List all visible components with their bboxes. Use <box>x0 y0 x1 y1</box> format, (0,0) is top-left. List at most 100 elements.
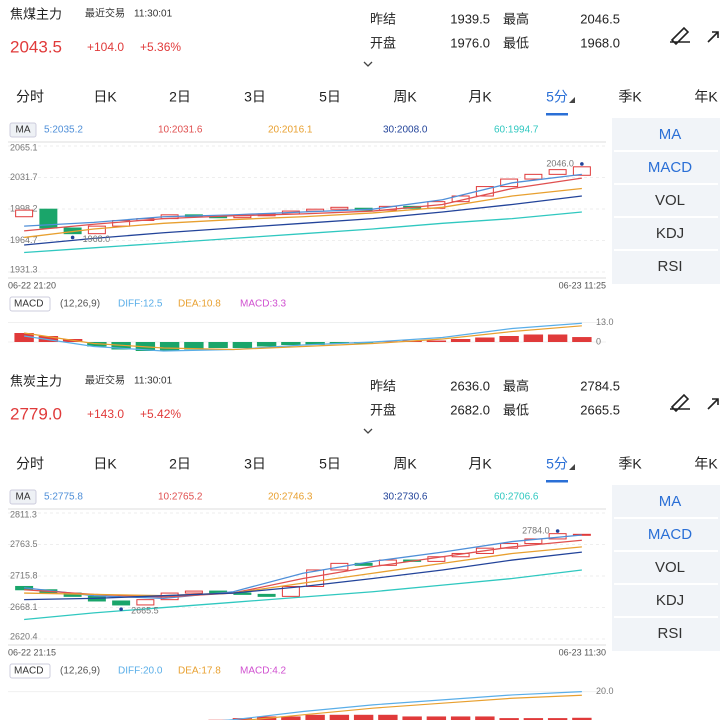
macd-bar <box>305 342 325 345</box>
indicator-option[interactable]: RSI <box>657 625 682 642</box>
period-tab[interactable]: 5日 <box>319 89 341 105</box>
last-trade-time: 11:30:01 <box>134 9 173 20</box>
candle <box>281 585 300 597</box>
indicator-option[interactable]: MACD <box>648 526 692 543</box>
high-label: 2784.0 <box>522 525 550 535</box>
macd-bar <box>329 714 350 720</box>
macd-bar <box>523 718 544 720</box>
period-tab[interactable]: 日K <box>93 456 117 472</box>
y-tick-label: 2668.1 <box>10 602 38 612</box>
period-tab[interactable]: 周K <box>393 456 417 472</box>
y-tick-label: 1998.2 <box>10 203 38 213</box>
period-tab[interactable]: 月K <box>468 456 492 472</box>
macd-bar <box>256 342 277 347</box>
candle <box>233 592 252 595</box>
macd-dea-line <box>24 325 582 351</box>
period-tab[interactable]: 年K <box>694 456 718 472</box>
edit-icon[interactable] <box>670 393 690 413</box>
x-start-label: 06-22 21:20 <box>8 280 56 290</box>
candle <box>524 173 543 180</box>
macd-bar <box>159 342 180 351</box>
candle <box>136 599 155 606</box>
indicator-option[interactable]: VOL <box>655 559 685 576</box>
indicator-option[interactable]: MA <box>659 126 682 143</box>
period-tab[interactable]: 年K <box>694 89 718 105</box>
indicator-option[interactable]: MA <box>659 493 682 510</box>
stat-label: 昨结 <box>370 378 396 393</box>
y-tick-label: 2811.3 <box>10 509 37 519</box>
edit-icon[interactable] <box>670 26 690 46</box>
macd-params: (12,26,9) <box>60 666 100 677</box>
ma-line <box>24 187 582 239</box>
ma-legend: 30:2730.6 <box>383 492 428 503</box>
macd-bar <box>14 333 34 342</box>
stat-label: 最低 <box>503 35 529 50</box>
macd-bar <box>305 714 325 720</box>
macd-bar <box>547 718 568 720</box>
macd-legend: DIFF:12.5 <box>118 299 163 310</box>
period-tab[interactable]: 5分 <box>546 456 568 472</box>
candle <box>572 166 591 176</box>
ma-legend: 60:2706.6 <box>494 492 539 503</box>
change: +104.0 <box>87 40 124 54</box>
low-marker <box>119 607 123 612</box>
expand-icon[interactable] <box>707 398 719 410</box>
macd-bar <box>353 714 374 720</box>
period-tab[interactable]: 周K <box>393 89 417 105</box>
macd-bar <box>38 336 59 342</box>
period-tab[interactable]: 3日 <box>244 89 266 105</box>
period-tab[interactable]: 月K <box>468 89 492 105</box>
macd-bar <box>450 339 471 342</box>
candle <box>112 600 131 606</box>
macd-tag <box>9 296 51 312</box>
ma-line <box>24 534 582 599</box>
ma-tag <box>9 489 37 505</box>
ma-legend: 5:2775.8 <box>44 492 83 503</box>
indicator-option[interactable]: MACD <box>648 159 692 176</box>
stat-value: 2046.5 <box>580 11 620 26</box>
ma-tag <box>9 122 37 138</box>
period-tab[interactable]: 分时 <box>16 89 44 105</box>
indicator-option[interactable]: KDJ <box>656 592 684 609</box>
period-tab[interactable]: 2日 <box>169 456 191 472</box>
change-pct: +5.42% <box>140 407 181 421</box>
instrument-name: 焦炭主力 <box>10 373 62 388</box>
candle <box>548 169 567 175</box>
y-tick-label: 2763.5 <box>10 539 38 549</box>
stat-label: 最低 <box>503 402 529 417</box>
macd-title: MACD <box>14 666 43 677</box>
period-tab[interactable]: 3日 <box>244 456 266 472</box>
expand-chevron[interactable] <box>363 61 373 67</box>
macd-bar <box>499 336 519 342</box>
macd-bar <box>208 342 228 348</box>
period-tab[interactable]: 5日 <box>319 456 341 472</box>
period-tab[interactable]: 季K <box>618 89 642 105</box>
candle <box>257 593 276 597</box>
period-tab[interactable]: 日K <box>93 89 117 105</box>
y-tick-label: 2715.8 <box>10 570 38 580</box>
indicator-option[interactable]: VOL <box>655 192 685 209</box>
ma-legend: 20:2016.1 <box>268 125 313 136</box>
macd-legend: DEA:17.8 <box>178 666 221 677</box>
macd-legend: MACD:3.3 <box>240 299 287 310</box>
indicator-option[interactable]: KDJ <box>656 225 684 242</box>
macd-bar <box>475 716 495 720</box>
stat-value: 1976.0 <box>450 35 490 50</box>
period-tab[interactable]: 5分 <box>546 89 568 105</box>
low-label: 2665.5 <box>131 606 159 616</box>
expand-chevron[interactable] <box>363 428 373 434</box>
indicator-option[interactable]: RSI <box>657 258 682 275</box>
expand-icon[interactable] <box>707 31 719 43</box>
macd-bar <box>426 716 447 720</box>
active-tab-underline <box>546 480 568 483</box>
period-tab[interactable]: 2日 <box>169 89 191 105</box>
macd-params: (12,26,9) <box>60 299 100 310</box>
macd-bar <box>475 337 495 342</box>
period-tab[interactable]: 季K <box>618 456 642 472</box>
ma-legend: 5:2035.2 <box>44 125 83 136</box>
macd-bar <box>402 716 422 720</box>
period-tab[interactable]: 分时 <box>16 456 44 472</box>
macd-tick-label: 13.0 <box>596 317 614 327</box>
y-tick-label: 2065.1 <box>10 142 38 152</box>
